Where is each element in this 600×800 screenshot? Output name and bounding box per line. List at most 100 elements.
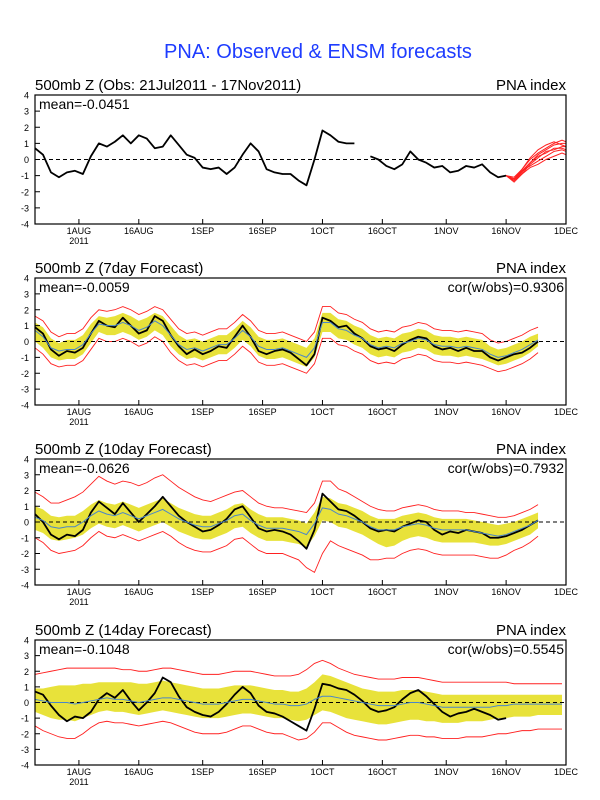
x-tick-label: 16SEP <box>249 587 277 597</box>
figure-title: PNA: Observed & ENSM forecasts <box>164 41 472 63</box>
panel-title: 500mb Z (14day Forecast) <box>35 622 212 639</box>
x-tick-label: 1OCT <box>310 226 335 236</box>
x-tick-label: 1NOV <box>434 407 459 417</box>
y-tick-label: -4 <box>21 401 29 411</box>
observed-line <box>35 315 539 367</box>
red-bound-upper <box>35 659 563 685</box>
y-tick-label: 0 <box>24 518 29 528</box>
mean-label: mean=-0.0059 <box>39 279 130 295</box>
panels: 500mb Z (Obs: 21Jul2011 - 17Nov2011) PNA … <box>21 77 579 787</box>
y-tick-label: 4 <box>24 274 29 284</box>
observed-line <box>35 129 355 187</box>
correlation-label: cor(w/obs)=0.9306 <box>448 279 565 295</box>
y-tick-label: 0 <box>24 155 29 165</box>
y-tick-label: 2 <box>24 667 29 677</box>
ensemble-spread-band <box>35 312 539 367</box>
x-tick-label: 16SEP <box>249 767 277 777</box>
y-tick-label: 3 <box>24 289 29 299</box>
x-year-label: 2011 <box>69 236 88 246</box>
index-label: PNA index <box>496 77 567 94</box>
y-tick-label: -2 <box>21 549 29 559</box>
x-tick-label: 1DEC <box>554 767 579 777</box>
x-tick-label: 1SEP <box>191 407 214 417</box>
x-tick-label: 16SEP <box>249 226 277 236</box>
y-tick-label: 1 <box>24 682 29 692</box>
plot-area <box>35 306 566 374</box>
panel-3: 500mb Z (10day Forecast) PNA index mean=-0… <box>21 441 579 607</box>
observed-line <box>35 492 539 550</box>
x-tick-label: 16NOV <box>491 587 521 597</box>
y-tick-label: 2 <box>24 486 29 496</box>
y-tick-label: 1 <box>24 321 29 331</box>
x-tick-label: 1SEP <box>191 587 214 597</box>
x-tick-label: 1OCT <box>310 767 335 777</box>
panel-2: 500mb Z (7day Forecast) PNA index mean=-0.… <box>21 260 579 427</box>
x-year-label: 2011 <box>69 417 88 427</box>
y-tick-label: -4 <box>21 581 29 591</box>
forecast-member-5 <box>506 141 566 178</box>
x-tick-label: 16NOV <box>491 407 521 417</box>
correlation-label: cor(w/obs)=0.5545 <box>448 641 565 657</box>
x-tick-label: 16NOV <box>491 226 521 236</box>
x-year-label: 2011 <box>69 777 88 787</box>
red-bound-lower <box>35 720 563 741</box>
y-tick-label: 4 <box>24 455 29 465</box>
panel-1: 500mb Z (Obs: 21Jul2011 - 17Nov2011) PNA … <box>21 77 579 246</box>
correlation-label: cor(w/obs)=0.7932 <box>448 460 565 476</box>
panel-title: 500mb Z (7day Forecast) <box>35 260 203 277</box>
panel-title: 500mb Z (Obs: 21Jul2011 - 17Nov2011) <box>35 77 301 94</box>
x-tick-label: 1NOV <box>434 226 459 236</box>
x-tick-label: 1AUG <box>67 407 92 417</box>
y-tick-label: 4 <box>24 91 29 101</box>
x-tick-label: 16OCT <box>368 226 398 236</box>
mean-label: mean=-0.0626 <box>39 460 130 476</box>
panel-title: 500mb Z (10day Forecast) <box>35 441 212 458</box>
y-tick-label: 3 <box>24 651 29 661</box>
y-tick-label: -2 <box>21 729 29 739</box>
y-tick-label: 1 <box>24 502 29 512</box>
ensemble-mean-line <box>35 695 563 708</box>
x-tick-label: 16AUG <box>124 587 154 597</box>
plot-area <box>35 129 566 187</box>
x-tick-label: 16OCT <box>368 407 398 417</box>
y-tick-label: -2 <box>21 187 29 197</box>
y-tick-label: 3 <box>24 107 29 117</box>
x-tick-label: 1SEP <box>191 767 214 777</box>
ensemble-mean-line <box>35 320 539 358</box>
ensemble-mean-line <box>35 507 539 537</box>
x-tick-label: 1AUG <box>67 587 92 597</box>
forecast-member-4 <box>505 149 566 182</box>
y-tick-label: -3 <box>21 385 29 395</box>
y-tick-label: -4 <box>21 761 29 771</box>
x-tick-label: 16SEP <box>249 407 277 417</box>
x-tick-label: 1NOV <box>434 587 459 597</box>
x-tick-label: 1SEP <box>191 226 214 236</box>
y-tick-label: -2 <box>21 369 29 379</box>
y-tick-label: -3 <box>21 203 29 213</box>
red-bound-upper <box>35 306 539 344</box>
y-tick-label: 2 <box>24 305 29 315</box>
x-tick-label: 1NOV <box>434 767 459 777</box>
x-tick-label: 16NOV <box>491 767 521 777</box>
panel-4: 500mb Z (14day Forecast) PNA index mean=-0… <box>21 622 579 787</box>
mean-label: mean=-0.1048 <box>39 641 130 657</box>
observed-line <box>370 150 507 179</box>
y-tick-label: 2 <box>24 123 29 133</box>
y-tick-label: -1 <box>21 714 29 724</box>
x-tick-label: 16AUG <box>124 226 154 236</box>
forecast-member-6 <box>505 152 566 182</box>
ensemble-spread-band <box>35 674 563 725</box>
mean-label: mean=-0.0451 <box>39 96 130 112</box>
y-tick-label: -1 <box>21 533 29 543</box>
y-tick-label: 3 <box>24 470 29 480</box>
x-year-label: 2011 <box>69 597 88 607</box>
x-tick-label: 1OCT <box>310 587 335 597</box>
x-tick-label: 1DEC <box>554 407 579 417</box>
x-tick-label: 1DEC <box>554 226 579 236</box>
y-tick-label: -3 <box>21 565 29 575</box>
index-label: PNA index <box>496 622 567 639</box>
plot-area <box>35 474 566 574</box>
y-tick-label: -1 <box>21 353 29 363</box>
y-tick-label: -3 <box>21 745 29 755</box>
